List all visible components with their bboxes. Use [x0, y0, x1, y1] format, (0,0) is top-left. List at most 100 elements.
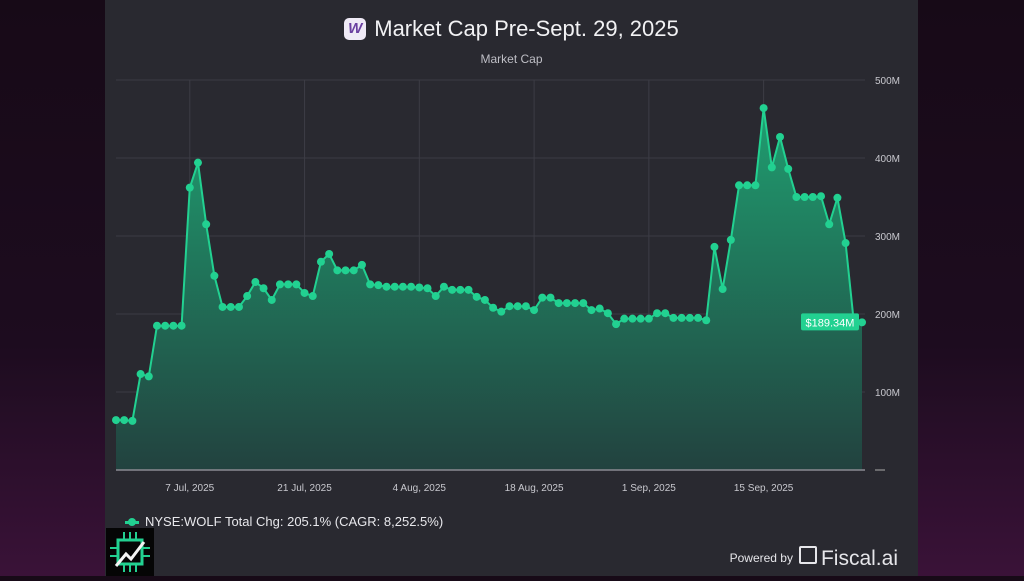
fiscal-logo-icon [798, 546, 817, 564]
data-point [398, 282, 407, 291]
data-point [382, 282, 391, 291]
data-point [759, 104, 768, 113]
data-point [710, 242, 719, 251]
data-point [858, 318, 866, 327]
legend-item[interactable]: NYSE:WOLF Total Chg: 205.1% (CAGR: 8,252… [125, 514, 443, 529]
data-point [562, 299, 571, 308]
data-point [202, 220, 211, 229]
data-point [243, 292, 252, 301]
chart-panel: W Market Cap Pre-Sept. 29, 2025 Market Ca… [105, 0, 918, 576]
data-point [275, 280, 284, 289]
data-point [505, 302, 514, 311]
data-point [489, 303, 498, 312]
data-point [653, 309, 662, 318]
x-tick-label: 15 Sep, 2025 [734, 483, 794, 494]
data-point [234, 302, 243, 311]
data-point [833, 193, 842, 202]
market-cap-chart: 100M 200M 300M 400M 500M 7 Jul, 2025 21 Jul, 2… [112, 76, 900, 494]
data-point [431, 292, 440, 301]
y-tick-label: 200M [875, 310, 900, 321]
x-tick-label: 1 Sep, 2025 [622, 483, 676, 494]
y-tick-label: 500M [875, 76, 900, 87]
data-point [374, 281, 383, 290]
data-point [366, 280, 375, 289]
data-point [316, 257, 325, 266]
company-logo-icon: W [344, 18, 367, 40]
data-point [193, 158, 202, 167]
data-point [144, 372, 153, 381]
powered-by[interactable]: Powered by Fiscal.ai [730, 546, 898, 571]
powered-by-text: Powered by [729, 551, 793, 565]
data-point [579, 299, 588, 308]
data-point [185, 183, 194, 192]
data-point [407, 282, 416, 291]
data-point [554, 299, 563, 308]
data-point [546, 293, 555, 302]
chart-title: W Market Cap Pre-Sept. 29, 2025 [105, 16, 918, 42]
x-tick-label: 7 Jul, 2025 [165, 483, 214, 494]
data-point [136, 370, 145, 379]
chart-subtitle: Market Cap [480, 52, 543, 66]
data-point [743, 181, 752, 190]
data-point [669, 313, 678, 322]
data-point [152, 321, 161, 330]
data-point [128, 416, 137, 425]
data-point [267, 295, 276, 304]
data-point [390, 282, 399, 291]
chip-chart-logo-icon [106, 528, 154, 576]
data-point [284, 280, 293, 289]
data-point [751, 181, 760, 190]
data-point [677, 313, 686, 322]
data-point [161, 321, 170, 330]
data-point [817, 192, 826, 201]
data-point [226, 302, 235, 311]
series-area [116, 108, 862, 470]
data-point [325, 249, 334, 258]
data-point [718, 285, 727, 294]
last-value-badge [801, 313, 859, 331]
data-point [841, 239, 850, 248]
x-tick-label: 18 Aug, 2025 [505, 483, 564, 494]
data-point [628, 314, 637, 323]
data-point [341, 266, 350, 275]
data-point [497, 307, 506, 316]
data-point [644, 314, 653, 323]
data-point [177, 321, 186, 330]
chart-title-text: Market Cap Pre-Sept. 29, 2025 [374, 16, 679, 41]
brand-name: Fiscal.ai [820, 547, 898, 570]
data-point [800, 193, 809, 201]
x-tick-label: 21 Jul, 2025 [277, 483, 332, 494]
data-point [603, 309, 612, 318]
data-point [112, 416, 120, 425]
data-point [456, 285, 465, 294]
data-point [530, 306, 539, 315]
data-point [300, 288, 309, 297]
data-point [169, 321, 178, 330]
data-point [120, 416, 129, 425]
data-point [538, 293, 547, 302]
data-point [308, 292, 317, 301]
data-point [661, 309, 670, 318]
data-point [612, 320, 621, 329]
data-point [480, 295, 489, 304]
data-point [735, 181, 744, 190]
data-point [776, 132, 785, 141]
data-point [472, 292, 481, 301]
data-point [571, 299, 580, 308]
data-point [349, 266, 358, 275]
data-point [726, 235, 735, 244]
data-point [521, 302, 530, 311]
y-tick-label: 100M [875, 388, 900, 399]
legend-label: NYSE:WOLF Total Chg: 205.1% (CAGR: 8,252… [145, 514, 444, 529]
data-point [808, 193, 817, 201]
last-value-label: $189.34M [806, 317, 855, 329]
data-point [259, 284, 268, 293]
data-point [767, 163, 776, 172]
data-point [210, 271, 219, 280]
data-point [333, 266, 342, 275]
data-point [415, 283, 424, 292]
legend-swatch-icon [125, 518, 139, 527]
data-point [218, 302, 227, 311]
data-point [784, 164, 793, 173]
x-tick-label: 4 Aug, 2025 [393, 483, 447, 494]
